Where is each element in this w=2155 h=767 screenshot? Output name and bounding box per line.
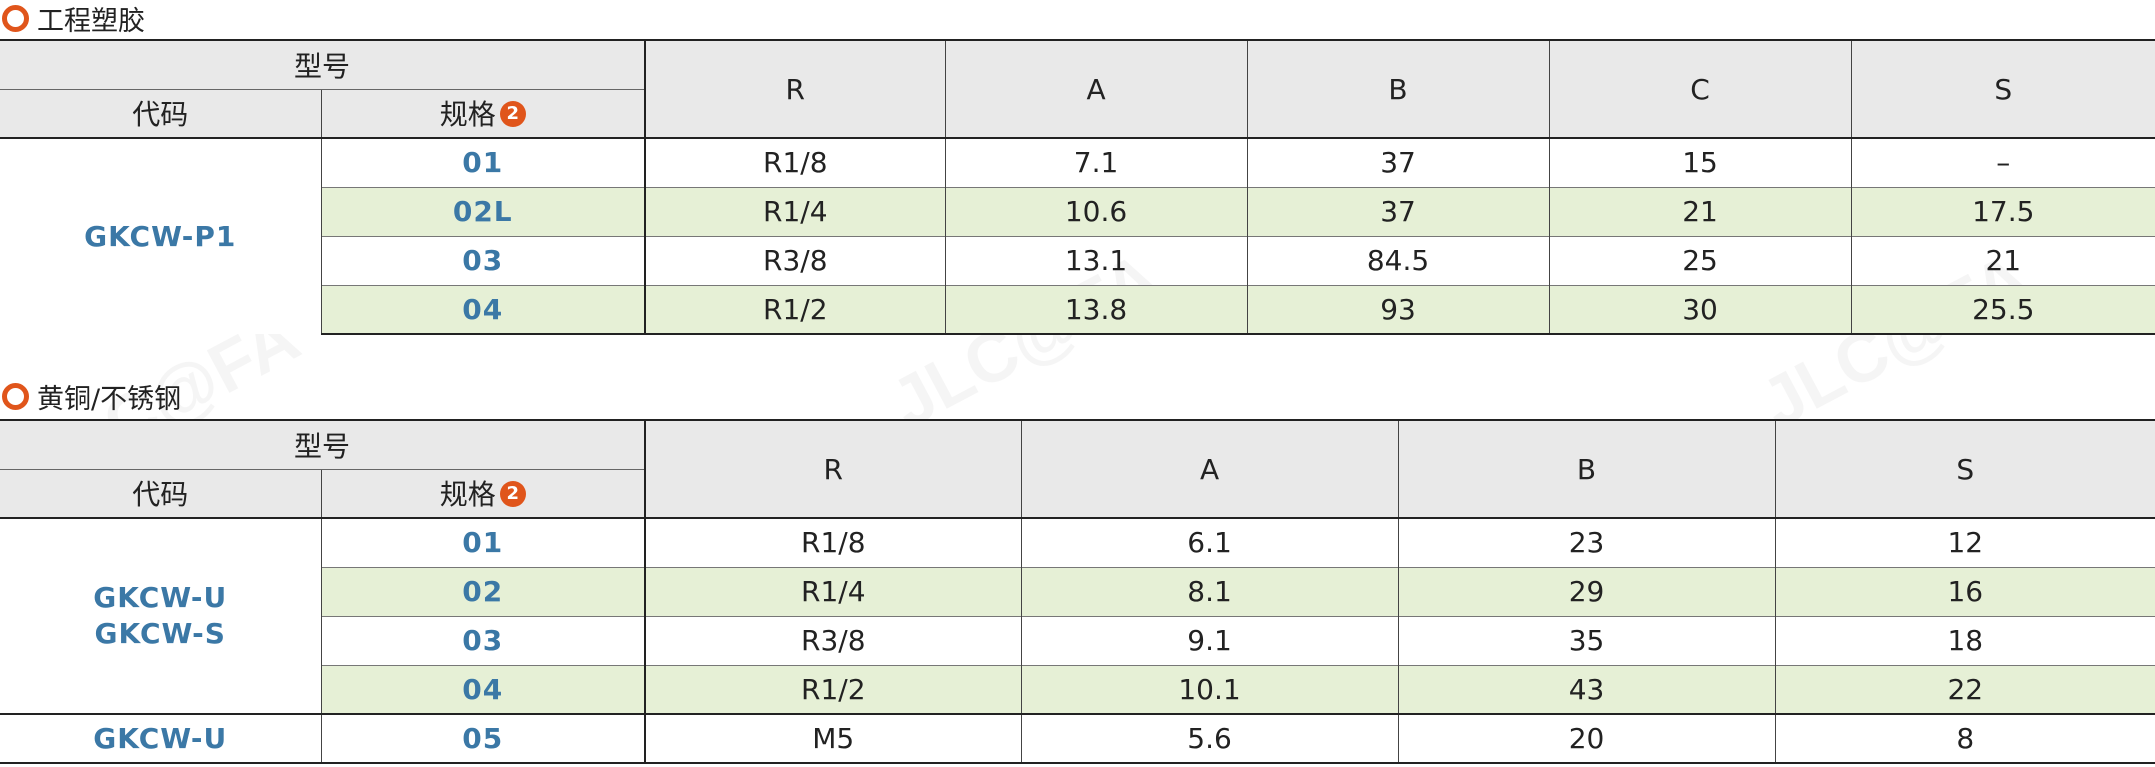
spec-cell: 05 bbox=[321, 713, 647, 764]
column-header-b: B bbox=[1398, 419, 1776, 519]
spec-header: 规格 2 bbox=[321, 469, 647, 519]
value-cell: 25 bbox=[1549, 235, 1852, 285]
value-cell: M5 bbox=[645, 713, 1022, 764]
value-cell: 12 bbox=[1947, 526, 1984, 560]
value-cell: 84.5 bbox=[1247, 235, 1550, 285]
section-title-text: 工程塑胶 bbox=[37, 5, 145, 37]
section-title-plastic: 工程塑胶 bbox=[0, 0, 145, 37]
note-badge: 2 bbox=[499, 101, 526, 128]
model-code: GKCW-U bbox=[0, 713, 322, 764]
column-header-s: S bbox=[1851, 39, 2155, 139]
column-header-s: S bbox=[1775, 419, 2155, 519]
value-cell: 6.1 bbox=[1021, 518, 1399, 567]
section-title-text: 黄铜/不锈钢 bbox=[37, 383, 182, 415]
value-cell: R1/8 bbox=[645, 518, 1022, 567]
value-cell: 22 bbox=[1775, 664, 2155, 714]
value-cell: 25.5 bbox=[1851, 284, 2155, 335]
spec-cell: 01 bbox=[321, 138, 647, 187]
value-cell: R1/2 bbox=[645, 284, 946, 335]
value-cell: R1/4 bbox=[645, 566, 1022, 616]
circle-bullet-icon bbox=[2, 382, 29, 410]
value-cell: 43 bbox=[1398, 664, 1776, 714]
value-cell: R3/8 bbox=[645, 615, 1022, 665]
model-code: GKCW-U GKCW-S bbox=[0, 518, 322, 714]
value-cell: 23 bbox=[1398, 518, 1776, 567]
value-cell: 37 bbox=[1247, 186, 1550, 236]
section-title-brass: 黄铜/不锈钢 bbox=[0, 378, 182, 415]
spec-table-brass: 型号 R A B S 代码 规格 2 GKCW-U GKCW-S 01 R1/8 … bbox=[0, 419, 2155, 764]
value-cell: R1/4 bbox=[645, 186, 946, 236]
spec-cell: 03 bbox=[321, 615, 647, 665]
spec-header: 规格 2 bbox=[321, 89, 647, 139]
column-header-b: B bbox=[1247, 39, 1550, 139]
column-header-r: R bbox=[645, 39, 946, 139]
value-cell: 10.1 bbox=[1021, 664, 1399, 714]
model-group-header: 型号 bbox=[0, 39, 647, 90]
circle-bullet-icon bbox=[2, 4, 29, 32]
note-badge: 2 bbox=[499, 481, 526, 508]
spec-cell: 04 bbox=[321, 664, 647, 714]
value-cell: 29 bbox=[1398, 566, 1776, 616]
spec-cell: 04 bbox=[321, 284, 647, 335]
value-cell: R3/8 bbox=[645, 235, 946, 285]
column-header-a: A bbox=[1021, 419, 1399, 519]
code-header: 代码 bbox=[0, 89, 322, 139]
value-cell: R1/2 bbox=[645, 664, 1022, 714]
value-cell: 35 bbox=[1398, 615, 1776, 665]
value-cell: 30 bbox=[1549, 284, 1852, 335]
value-cell: 7.1 bbox=[945, 138, 1248, 187]
value-cell: 18 bbox=[1775, 615, 2155, 665]
value-cell: 21 bbox=[1549, 186, 1852, 236]
value-cell: 5.6 bbox=[1021, 713, 1399, 764]
model-code: GKCW-P1 bbox=[0, 138, 322, 334]
value-cell: 13.1 bbox=[945, 235, 1248, 285]
code-header: 代码 bbox=[0, 469, 322, 519]
value-cell: 8.1 bbox=[1021, 566, 1399, 616]
value-cell: – bbox=[1996, 146, 2011, 180]
spec-cell: 01 bbox=[321, 518, 647, 567]
column-header-a: A bbox=[945, 39, 1248, 139]
value-cell: 9.1 bbox=[1021, 615, 1399, 665]
value-cell: 16 bbox=[1775, 566, 2155, 616]
value-cell: 37 bbox=[1247, 138, 1550, 187]
value-cell: 15 bbox=[1549, 138, 1852, 187]
spec-cell: 02 bbox=[321, 566, 647, 616]
model-code-line: GKCW-U bbox=[93, 581, 228, 614]
column-header-c: C bbox=[1549, 39, 1852, 139]
value-cell: 21 bbox=[1851, 235, 2155, 285]
spec-header-label: 规格 bbox=[439, 478, 496, 512]
spec-header-label: 规格 bbox=[439, 98, 496, 132]
value-cell: 13.8 bbox=[945, 284, 1248, 335]
value-cell: 20 bbox=[1398, 713, 1776, 764]
model-group-header: 型号 bbox=[0, 419, 647, 470]
value-cell: R1/8 bbox=[645, 138, 946, 187]
value-cell: 8 bbox=[1775, 713, 2155, 764]
column-header-r: R bbox=[645, 419, 1022, 519]
value-cell: 10.6 bbox=[945, 186, 1248, 236]
value-cell: 93 bbox=[1247, 284, 1550, 335]
spec-table-plastic: 型号 R A B C S 代码 规格 2 GKCW-P1 01 R1/8 7.1 … bbox=[0, 39, 2155, 335]
spec-cell: 02L bbox=[321, 186, 647, 236]
value-cell: 17.5 bbox=[1851, 186, 2155, 236]
model-code-line: GKCW-S bbox=[94, 617, 226, 650]
spec-cell: 03 bbox=[321, 235, 647, 285]
